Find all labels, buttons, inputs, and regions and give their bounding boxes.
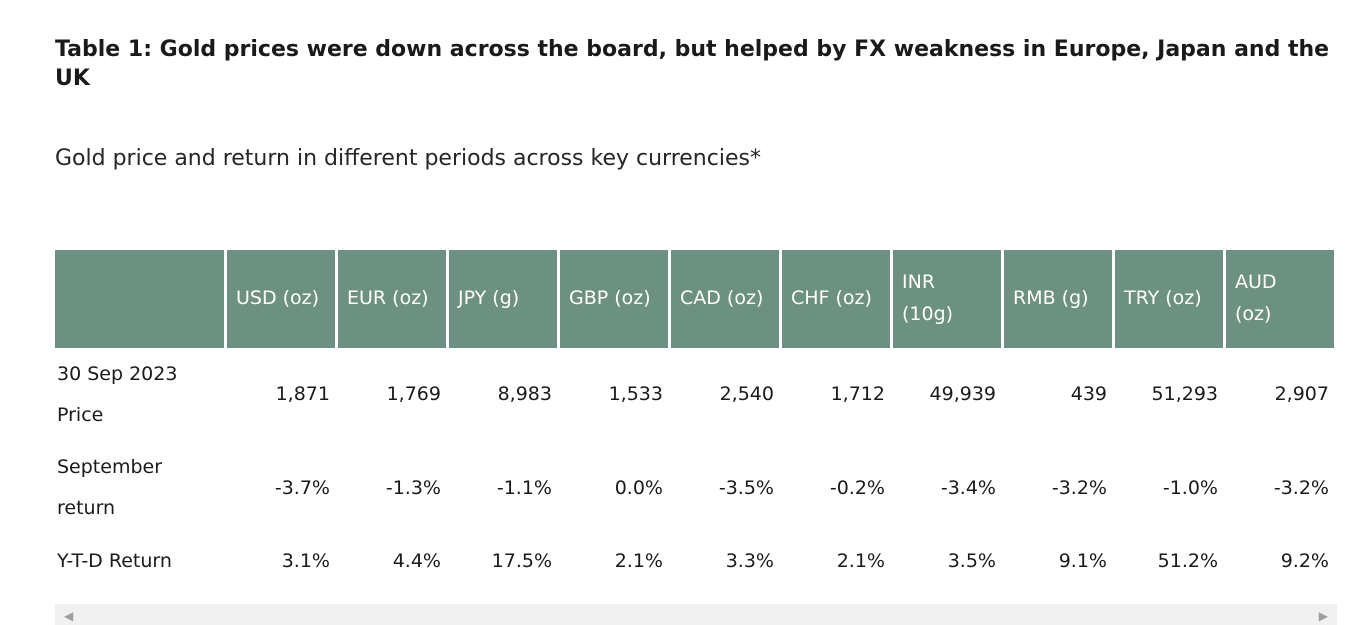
- table-cell: -1.1%: [496, 476, 552, 499]
- table-cell: -3.4%: [940, 476, 996, 499]
- column-header-gbp: GBP (oz): [560, 249, 671, 348]
- table-cell: -3.2%: [1273, 476, 1329, 499]
- table-cell: 9.2%: [1280, 550, 1329, 573]
- column-header-try: TRY (oz): [1115, 249, 1226, 348]
- column-header-aud: AUD (oz): [1226, 249, 1337, 348]
- row-label-september-return: September return: [57, 456, 163, 520]
- column-header-jpy: JPY (g): [449, 249, 560, 348]
- horizontal-scrollbar[interactable]: ◀ ▶: [55, 604, 1337, 625]
- table-cell: 1,712: [830, 383, 885, 406]
- table-cell: -3.7%: [274, 476, 330, 499]
- table-subtitle: Gold price and return in different perio…: [55, 146, 761, 172]
- table-cell: 4.4%: [392, 550, 441, 573]
- table-cell: -0.2%: [829, 476, 885, 499]
- table-cell: 51,293: [1151, 383, 1218, 406]
- table-cell: 3.5%: [947, 550, 996, 573]
- table-row-ytd-return: Y-T-D Return 3.1% 4.4% 17.5% 2.1% 3.3% 2…: [55, 535, 1337, 588]
- column-header-inr: INR (10g): [893, 249, 1004, 348]
- table-cell: -3.5%: [718, 476, 774, 499]
- table-cell: -3.2%: [1051, 476, 1107, 499]
- table-cell: 17.5%: [491, 550, 552, 573]
- table-title: Table 1: Gold prices were down across th…: [55, 37, 1330, 91]
- table-cell: 1,533: [608, 383, 663, 406]
- table-cell: -1.0%: [1162, 476, 1218, 499]
- row-label-ytd-return: Y-T-D Return: [57, 550, 172, 573]
- table-cell: 2.1%: [614, 550, 663, 573]
- column-header-blank: [55, 249, 227, 348]
- column-header-chf: CHF (oz): [782, 249, 893, 348]
- table-cell: 1,871: [275, 383, 330, 406]
- column-header-eur: EUR (oz): [338, 249, 449, 348]
- row-label-price: 30 Sep 2023 Price: [57, 362, 178, 426]
- table-cell: 3.1%: [281, 550, 330, 573]
- column-header-rmb: RMB (g): [1004, 249, 1115, 348]
- table-cell: 8,983: [497, 383, 552, 406]
- table-cell: 49,939: [929, 383, 996, 406]
- table-row-price: 30 Sep 2023 Price 1,871 1,769 8,983 1,53…: [55, 348, 1337, 442]
- scroll-right-icon[interactable]: ▶: [1318, 609, 1328, 623]
- table-cell: 2.1%: [836, 550, 885, 573]
- table-cell: 439: [1070, 383, 1107, 406]
- gold-prices-table: USD (oz) EUR (oz) JPY (g) GBP (oz) CAD (…: [55, 249, 1337, 588]
- table-cell: -1.3%: [385, 476, 441, 499]
- scroll-left-icon[interactable]: ◀: [64, 609, 74, 623]
- table-cell: 3.3%: [725, 550, 774, 573]
- table-cell: 9.1%: [1058, 550, 1107, 573]
- table-cell: 51.2%: [1157, 550, 1218, 573]
- table-cell: 2,540: [719, 383, 774, 406]
- table-header-row: USD (oz) EUR (oz) JPY (g) GBP (oz) CAD (…: [55, 249, 1337, 348]
- table-row-september-return: September return -3.7% -1.3% -1.1% 0.0% …: [55, 441, 1337, 535]
- table-cell: 0.0%: [614, 476, 663, 499]
- column-header-usd: USD (oz): [227, 249, 338, 348]
- table-cell: 1,769: [386, 383, 441, 406]
- column-header-cad: CAD (oz): [671, 249, 782, 348]
- table-cell: 2,907: [1274, 383, 1329, 406]
